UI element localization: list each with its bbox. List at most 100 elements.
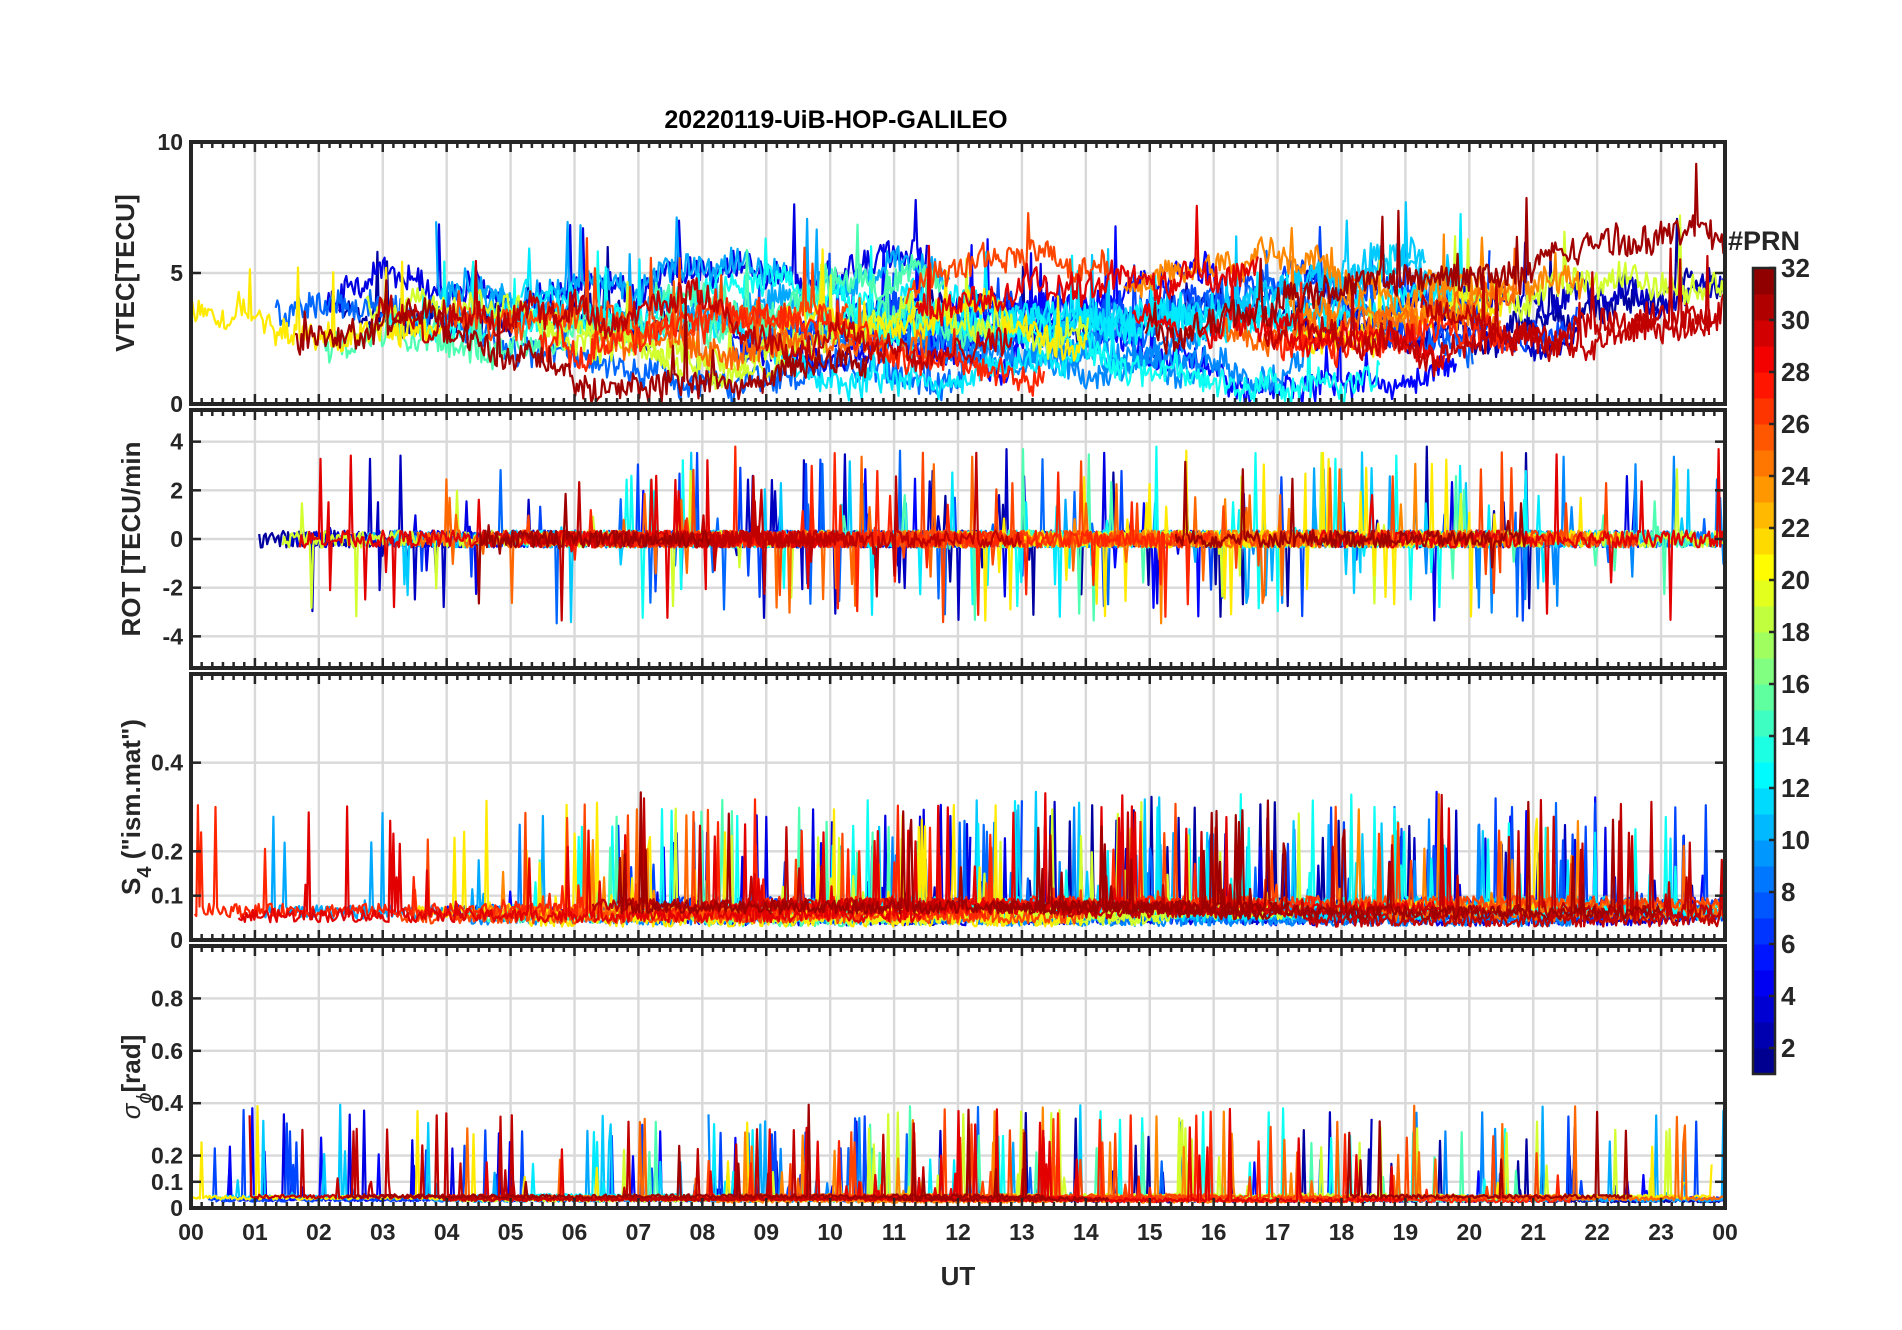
colorbar-tick-label: 22: [1781, 513, 1810, 543]
colorbar-band: [1753, 710, 1775, 737]
colorbar-band: [1753, 346, 1775, 373]
colorbar-tick-label: 24: [1781, 461, 1810, 491]
colorbar-band: [1753, 502, 1775, 529]
x-tick-label: 06: [562, 1219, 588, 1245]
colorbar-tick-label: 18: [1781, 617, 1810, 647]
colorbar-tick-label: 16: [1781, 669, 1810, 699]
colorbar-band: [1753, 788, 1775, 815]
colorbar-tick-label: 30: [1781, 305, 1810, 335]
colorbar-band: [1753, 268, 1775, 295]
y-tick-label: 0.1: [151, 1169, 183, 1195]
colorbar-band: [1753, 372, 1775, 399]
colorbar-band: [1753, 450, 1775, 477]
colorbar-tick-label: 32: [1781, 253, 1810, 283]
series-line-prn-31: [1174, 460, 1527, 569]
series-line-prn-30: [377, 259, 1013, 373]
series-line-prn-26: [905, 212, 1110, 305]
series-line-prn-31: [1174, 800, 1662, 921]
series-line-prn-9: [995, 309, 1209, 390]
colorbar-band: [1753, 814, 1775, 841]
series-line-prn-31: [616, 791, 1246, 915]
colorbar-tick-label: 12: [1781, 773, 1810, 803]
x-tick-label: 16: [1201, 1219, 1227, 1245]
x-tick-label: 23: [1648, 1219, 1674, 1245]
colorbar-frame: [1751, 266, 1777, 1076]
series-line-prn-30: [1263, 254, 1711, 378]
y-tick-label: 0.4: [151, 750, 183, 776]
colorbar-tick-label: 8: [1781, 877, 1795, 907]
x-tick-label: 22: [1584, 1219, 1610, 1245]
x-tick-label: 11: [882, 1219, 907, 1245]
x-tick-label: 21: [1520, 1219, 1546, 1245]
x-tick-label: 05: [498, 1219, 524, 1245]
colorbar-band: [1753, 1022, 1775, 1049]
x-tick-label: 19: [1393, 1219, 1419, 1245]
series-line-prn-31: [346, 1103, 1044, 1200]
colorbar-band: [1753, 762, 1775, 789]
y-tick-label: -2: [163, 575, 183, 601]
series-line-prn-19: [365, 281, 788, 390]
colorbar-band: [1753, 632, 1775, 659]
y-tick-label: 0.2: [151, 838, 183, 864]
x-tick-label: 10: [817, 1219, 843, 1245]
y-tick-label: 0.8: [151, 985, 183, 1011]
colorbar-band: [1753, 684, 1775, 711]
series-line-prn-31: [294, 279, 869, 404]
x-tick-label: 08: [690, 1219, 716, 1245]
y-tick-label: 0.1: [151, 883, 183, 909]
colorbar-tick-label: 28: [1781, 357, 1810, 387]
y-axis: 0 0.1 0.2 0.4: [151, 750, 1725, 953]
panel-sigma: 00.10.2 0.4 0.6 0.8 σϕ[rad]: [116, 944, 1727, 1221]
colorbar-tick-label: 2: [1781, 1033, 1795, 1063]
x-tick-label: 00: [1712, 1219, 1738, 1245]
colorbar-band: [1753, 944, 1775, 971]
colorbar-tick-label: 4: [1781, 981, 1796, 1011]
series-line-prn-10: [435, 216, 792, 323]
colorbar-band: [1753, 580, 1775, 607]
y-tick-label: 0: [170, 391, 183, 417]
panel-rot: -4 -2 0 2 4 ROT [TECU/min: [116, 408, 1727, 670]
colorbar-band: [1753, 476, 1775, 503]
x-tick-label: 00: [178, 1219, 204, 1245]
colorbar-band: [1753, 892, 1775, 919]
chart-title: 20220119-UiB-HOP-GALILEO: [664, 106, 1007, 134]
y-tick-label: 0: [170, 927, 183, 953]
colorbar-band: [1753, 1048, 1775, 1075]
y-axis-label: ROT [TECU/min: [116, 442, 146, 637]
x-ticks: [189, 674, 1727, 940]
series-line-prn-26: [1382, 451, 1640, 595]
y-tick-label: 5: [170, 260, 183, 286]
series-line-prn-29: [914, 204, 1259, 327]
y-tick-label: 0: [170, 1195, 183, 1221]
series-line-prn-9: [943, 295, 1219, 376]
y-tick-label: 10: [157, 129, 183, 155]
x-tick-label: 14: [1073, 1219, 1099, 1245]
colorbar-tick-label: 10: [1781, 825, 1810, 855]
y-axis: 00.10.2 0.4 0.6 0.8: [151, 985, 1725, 1221]
y-tick-label: 2: [170, 477, 183, 503]
x-axis-label: UT: [941, 1261, 976, 1291]
x-tick-label: 03: [370, 1219, 396, 1245]
panel-vtec: 0 5 10 VTEC[TECU]: [110, 129, 1727, 417]
colorbar-tick-label: 6: [1781, 929, 1795, 959]
series-line-prn-30: [1420, 247, 1725, 362]
x-ticks: [189, 142, 1727, 404]
x-tick-label: 15: [1137, 1219, 1163, 1245]
x-tick-label: 07: [626, 1219, 652, 1245]
colorbar-band: [1753, 840, 1775, 867]
colorbar-band: [1753, 320, 1775, 347]
x-tick-label: 20: [1457, 1219, 1483, 1245]
y-tick-label: 0.6: [151, 1038, 183, 1064]
y-axis: 0 5 10: [157, 129, 1725, 417]
colorbar-band: [1753, 970, 1775, 997]
y-axis: -4 -2 0 2 4: [163, 429, 1725, 649]
y-tick-label: 4: [170, 429, 183, 455]
x-tick-label: 09: [753, 1219, 779, 1245]
y-tick-label: 0.4: [151, 1090, 183, 1116]
colorbar-band: [1753, 658, 1775, 685]
colorbar-band: [1753, 918, 1775, 945]
traces: [191, 162, 1725, 404]
